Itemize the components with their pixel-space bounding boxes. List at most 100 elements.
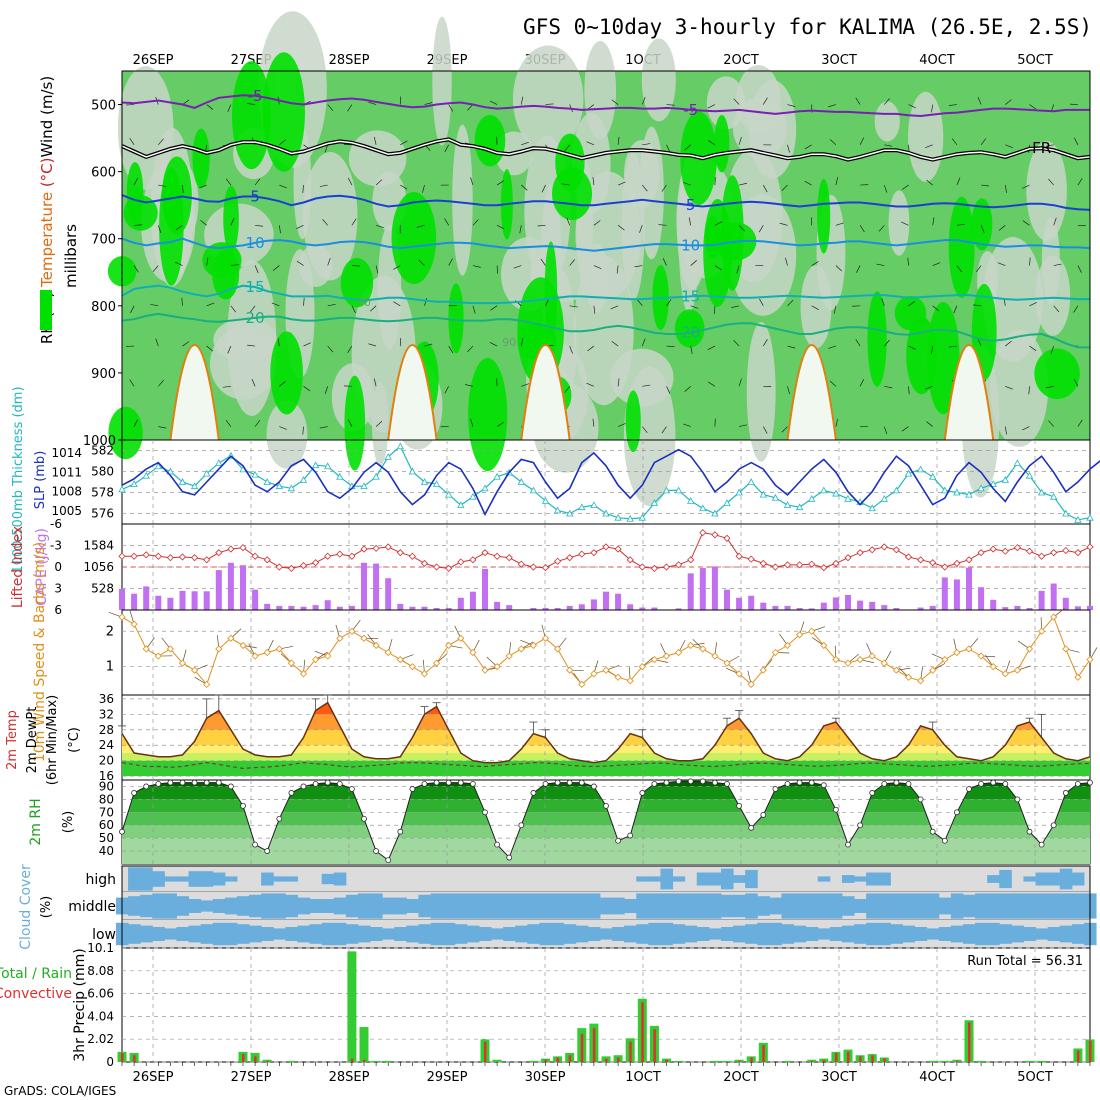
wind-barb [470,418,474,427]
cloud-cover-cell [733,875,746,883]
rh-marker [336,780,343,787]
wind-barb [586,382,595,387]
precip-axis-label: 3hr Precip (mm) [72,948,88,1061]
rh-moist-area [162,156,192,235]
wind-barb [322,219,328,226]
wind-barb [206,104,214,110]
thickness-marker [566,509,574,517]
li-marker [1025,547,1034,555]
wind-speed-marker [953,648,961,657]
rh-marker [941,837,948,844]
wind-speed-marker [917,677,925,685]
wind-barb [804,144,812,150]
wind-barb [833,305,837,314]
li-marker [844,554,852,562]
wind-barb [593,305,596,314]
cape-bar [796,607,803,610]
warm-isotherm [169,344,220,441]
rh-marker [615,837,621,844]
li-marker [808,560,816,568]
isotherm-t_5 [121,194,1091,211]
wind-barb [327,104,334,111]
wind-speed-marker [191,666,199,674]
cloud-cover-cell [708,928,722,940]
wind-barb [424,102,433,105]
rh-marker [699,778,706,785]
thickness-marker [360,482,368,490]
wind-speed-marker [892,666,900,674]
wind-speed-marker [566,666,574,674]
rh-moist-area [270,331,303,415]
isotherm-label: 20 [681,324,700,342]
temp-tick-label: 16 [99,769,114,783]
cloud-cover-cell [781,924,795,944]
rh-moist-area [468,357,508,472]
temperature-band [122,702,1090,715]
wind-speed-marker [517,645,525,653]
wind-barb [593,220,601,226]
cape-bar [336,606,343,610]
li-marker [191,554,199,562]
rh-marker [784,780,791,787]
rh-moist-area [551,167,593,221]
cloud-cover-cell [515,893,528,919]
wind-barb [787,386,790,395]
cloud-cover-cell [152,871,165,887]
wind-barb [444,386,450,394]
isotherm-t_20 [121,312,1090,349]
li-marker [723,534,731,542]
cloud-cover-cell [176,876,190,882]
thickness-marker [251,470,259,478]
cape-bar [494,601,501,610]
wind-speed-marker [1074,673,1082,681]
bottom-date-label: 5OCT [1017,1070,1053,1085]
wind-barb [859,379,865,387]
cape-bar [530,607,537,610]
cape-bar [457,597,464,610]
wind-barb [545,103,554,105]
thickness-marker [324,462,332,470]
wind-barb [1029,257,1031,266]
precip-convective-bar [1089,1040,1092,1062]
slp-line [121,448,1100,517]
cloud-cover-cell [357,925,371,943]
wind-barb [347,345,353,353]
cape-bar [760,602,767,610]
rh-marker [736,802,742,809]
precip-total-bar [783,1060,792,1062]
cloud-cover-cell [188,871,202,887]
rh-band [122,825,1090,839]
rh-marker [760,811,767,818]
cloud-cover-cell [878,893,891,919]
cape-bar [953,579,960,610]
cloud-cover-cell [890,893,903,919]
wind-speed-marker [856,656,864,664]
isotherm-t_m5 [121,94,1090,118]
slp-tick-label: 1011 [51,465,82,479]
cloud-cover-cell [200,924,214,944]
temperature-band [122,745,1090,753]
cloud-cover-cell [212,872,226,886]
wind-barb [733,339,740,347]
thickness-marker [287,484,296,492]
cloud-cover-panel: high middle low Cloud Cover (%) [18,864,1097,950]
rh-band [122,786,1090,800]
wind-barb [520,96,524,105]
cape-bar [941,577,948,610]
li-marker [469,556,477,564]
rh-dry-area [266,400,308,469]
cape-bar [385,578,392,610]
cloud-cover-cell [1047,927,1061,941]
wind-barb [884,339,890,347]
cloud-cover-cell [273,928,286,940]
cloud-cover-cell [1071,924,1085,944]
wind-barb [279,139,286,146]
cloud-cover-cell [866,893,879,919]
cloud-cover-cell [152,927,165,941]
rh-marker [917,796,924,803]
wind-barb [859,137,865,145]
cloud-cover-cell [1059,868,1073,890]
cape-bar [300,606,307,610]
panel-frame [121,947,1091,1063]
cape-bar [1026,607,1033,610]
